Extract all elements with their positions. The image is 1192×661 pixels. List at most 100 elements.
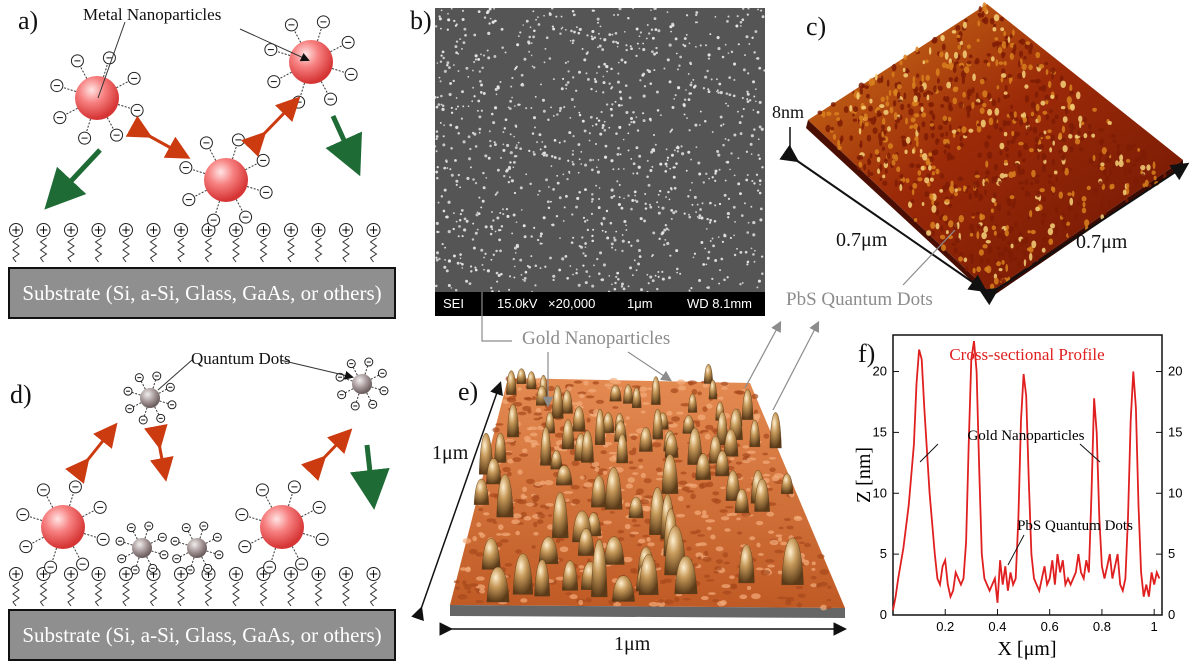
sem-working-distance: WD 8.1mm [687,296,752,311]
plot-frame [892,334,1163,616]
afm-depth-arrow [411,381,503,622]
positive-ligand: + [64,223,78,263]
x-tick-label: 0.6 [1041,619,1059,634]
y-tick-label-left: 0 [880,607,887,622]
sem-magnification: ×20,000 [548,296,596,311]
substrate-box-d: Substrate (Si, a-Si, Glass, GaAs, or oth… [8,609,396,661]
svg-text:+: + [341,223,351,237]
interaction-arrow-d1 [65,422,118,484]
svg-text:+: + [368,223,378,237]
x-tick-label: 0.4 [988,619,1006,634]
svg-text:+: + [176,223,186,237]
positive-ligand: + [284,223,298,263]
adsorption-arrow-d1 [349,444,390,510]
callout-line-a2 [239,28,310,62]
positive-ligand: + [311,567,326,607]
afm-width-label: 1μm [614,633,651,655]
annotation-pbs-line [1007,534,1025,566]
sem-voltage: 15.0kV [497,296,538,311]
y-tick-label-right: 10 [1168,485,1182,500]
quantum-dots-callout: Quantum Dots [191,349,291,368]
pbs-callout-arrow-1 [744,320,782,389]
panel-label-b: b) [410,6,432,35]
metal-nanoparticle [235,480,329,574]
x-tick-label: 0.2 [936,619,954,634]
metal-nanoparticles-callout: Metal Nanoparticles [83,5,222,24]
annotation-gold-line-2 [1079,443,1101,463]
sem-connector-line [481,292,512,342]
y-tick-label-right: 0 [1168,607,1175,622]
interaction-arrow-a1 [125,115,191,159]
sem-image: SEI 15.0kV ×20,000 1μm WD 8.1mm [435,8,765,316]
panel-label-d: d) [10,380,32,409]
svg-text:+: + [66,223,76,237]
quantum-dot [170,521,224,575]
svg-text:+: + [231,223,241,237]
svg-text:+: + [203,223,213,237]
positive-ligand: + [9,567,23,607]
metal-nanoparticle [50,51,144,145]
ligand-brush-a: + + + + + + + + + + + + + + [9,223,381,263]
svg-text:+: + [11,223,21,237]
svg-text:+: + [121,223,131,237]
positive-ligand: + [339,223,353,263]
svg-text:+: + [313,223,323,237]
positive-ligand: + [201,223,216,263]
interaction-arrow-d3 [301,428,353,481]
pbs-callout-arrow-2 [772,320,820,411]
profile-line [892,340,1161,611]
positive-ligand: + [311,223,326,263]
callout-line-a1 [97,21,126,99]
svg-text:+: + [286,223,296,237]
chart-title: Cross-sectional Profile [949,345,1104,364]
y-tick-label-right: 20 [1168,364,1182,379]
sem-info-bar: SEI 15.0kV ×20,000 1μm WD 8.1mm [435,292,765,316]
y-tick-label-right: 15 [1168,424,1182,439]
metal-nanoparticles-a [50,15,358,227]
adsorption-arrow-a2 [325,114,362,177]
afm-y-arrow [979,162,1190,306]
adsorption-arrow-a1 [44,148,102,210]
annotation-pbs-quantum-dots: PbS Quantum Dots [1017,518,1133,534]
substrate-box-a: Substrate (Si, a-Si, Glass, GaAs, or oth… [8,267,396,319]
svg-text:+: + [93,223,103,237]
y-tick-label-left: 5 [880,546,887,561]
svg-text:+: + [38,223,48,237]
sem-mode: SEI [443,296,464,311]
particles-d [16,357,389,575]
positive-ligand: + [366,223,381,263]
y-tick-label-left: 20 [873,364,887,379]
panel-label-f: f) [858,339,876,368]
y-axis-label: Z [nm] [853,447,875,503]
positive-ligand: + [229,567,243,607]
quantum-dot [115,521,169,575]
positive-ligand: + [36,223,51,263]
panel-label-a: a) [18,6,39,35]
callout-line-d2 [279,359,354,380]
annotation-gold-nanoparticles: Gold Nanoparticles [967,428,1084,444]
y-tick-label-left: 15 [873,424,887,439]
svg-text:+: + [258,223,268,237]
positive-ligand: + [366,567,381,607]
y-tick-label-left: 10 [873,485,887,500]
x-tick-label: 1 [1151,619,1158,634]
positive-ligand: + [119,567,133,607]
sem-scale: 1μm [627,296,653,311]
annotation-gold-line-1 [919,443,939,463]
positive-ligand: + [119,223,133,263]
quantum-dot [123,371,177,425]
positive-ligand: + [174,223,188,263]
sem-particle-field [435,8,765,293]
ligand-brush-d: + + + + + + + + + + + + + + [9,567,381,607]
svg-text:+: + [148,223,158,237]
positive-ligand: + [284,567,298,607]
metal-nanoparticle [264,15,358,109]
y-tick-label-right: 5 [1168,546,1175,561]
pbs-quantum-dots-callout: PbS Quantum Dots [786,289,933,310]
positive-ligand: + [91,567,106,607]
positive-ligand: + [339,567,353,607]
gold-nanoparticles-callout: Gold Nanoparticles [522,328,671,349]
metal-nanoparticle [16,480,110,574]
